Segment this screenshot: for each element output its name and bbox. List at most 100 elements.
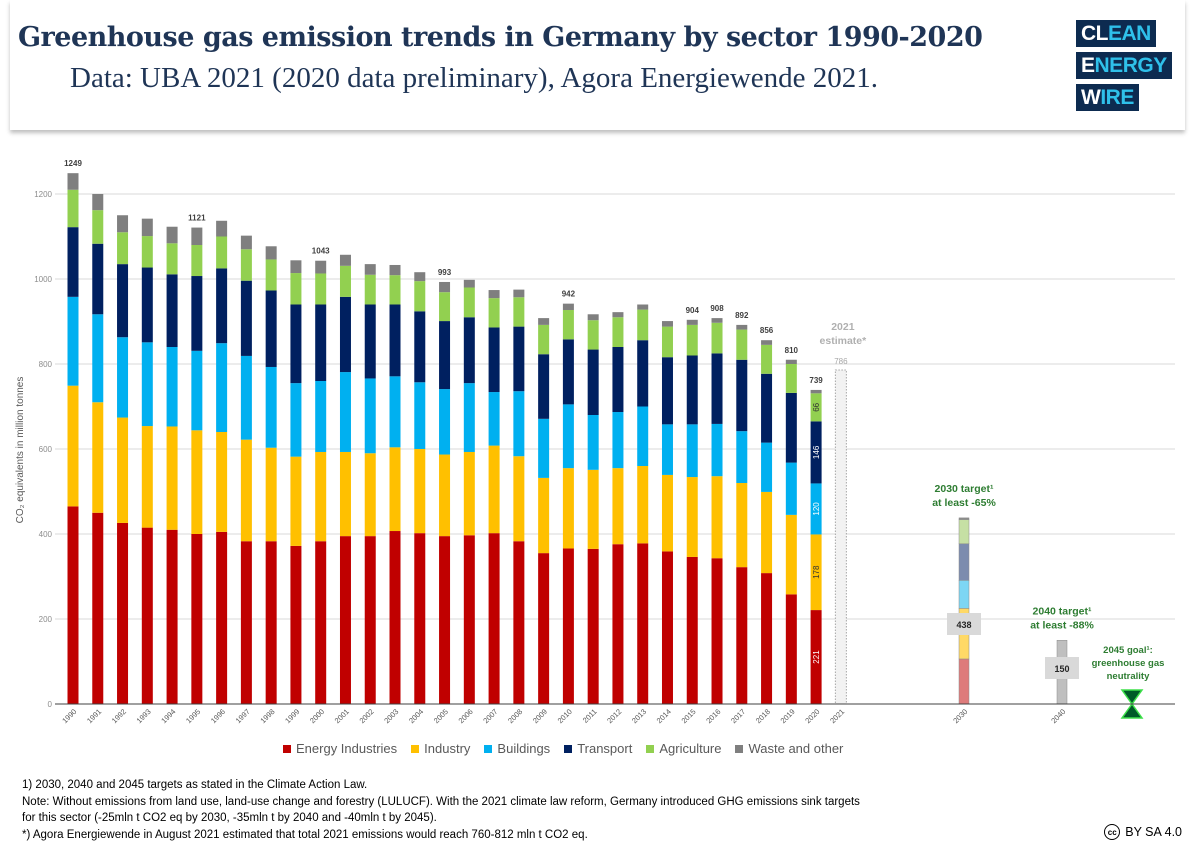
- total-value-label: 942: [562, 290, 576, 299]
- bar-segment-energy-industries: [612, 544, 624, 704]
- bar-segment-buildings: [761, 442, 773, 492]
- total-value-label: 810: [785, 346, 799, 355]
- x-tick-label: 2008: [506, 707, 524, 725]
- bar-segment-buildings: [191, 350, 203, 431]
- bar-segment-industry: [67, 385, 79, 507]
- bar-segment-agriculture: [736, 329, 748, 360]
- legend-label: Transport: [577, 741, 633, 756]
- bar-segment-transport: [711, 353, 723, 424]
- target-subtitle: at least -88%: [1030, 619, 1094, 631]
- bar-segment-waste-and-other: [315, 260, 327, 274]
- bar-segment-transport: [141, 267, 153, 343]
- bar-segment-waste-and-other: [339, 254, 351, 266]
- bar-segment-waste-and-other: [389, 264, 401, 276]
- bar-segment-transport: [736, 359, 748, 432]
- legend-item-transport: Transport: [564, 741, 632, 756]
- legend-item-industry: Industry: [411, 741, 470, 756]
- target-bar-segment: [958, 517, 970, 520]
- bar-segment-waste-and-other: [191, 227, 203, 245]
- bar-segment-buildings: [463, 383, 475, 452]
- x-tick-label: 2015: [680, 707, 698, 725]
- bar-segment-transport: [389, 304, 401, 377]
- bar-segment-waste-and-other: [686, 319, 698, 325]
- bar-segment-agriculture: [216, 236, 228, 269]
- estimate-label: 2021: [831, 321, 855, 333]
- x-tick-label: 1992: [110, 707, 128, 725]
- bar-segment-agriculture: [785, 364, 797, 393]
- estimate-label: estimate*: [820, 335, 868, 347]
- logo-line-wire: WIRE: [1076, 84, 1139, 111]
- bar-segment-buildings: [141, 342, 153, 427]
- bar-segment-transport: [414, 311, 426, 383]
- total-value-label: 892: [735, 311, 749, 320]
- x-tick-label: 2006: [457, 707, 475, 725]
- x-tick-label: 1997: [234, 707, 252, 725]
- bar-segment-buildings: [389, 376, 401, 448]
- bar-segment-agriculture: [686, 324, 698, 356]
- bar-segment-energy-industries: [562, 548, 574, 704]
- bar-segment-agriculture: [661, 326, 673, 358]
- bar-segment-transport: [686, 355, 698, 425]
- bar-segment-transport: [488, 327, 500, 393]
- logo-text: W: [1081, 86, 1101, 109]
- bar-segment-transport: [290, 304, 302, 384]
- bar-segment-energy-industries: [265, 541, 277, 704]
- x-tick-label: 2018: [754, 707, 772, 725]
- bar-segment-energy-industries: [488, 533, 500, 704]
- bar-segment-waste-and-other: [265, 246, 277, 260]
- x-tick-label: 2040: [1049, 707, 1067, 725]
- bar-segment-agriculture: [265, 259, 277, 291]
- bar-segment-buildings: [686, 424, 698, 478]
- goal-marker-top-triangle-icon: [1120, 689, 1144, 706]
- y-tick-label: 200: [39, 615, 53, 624]
- bar-segment-industry: [414, 449, 426, 534]
- bar-segment-buildings: [339, 372, 351, 452]
- bar-segment-energy-industries: [117, 522, 129, 704]
- bar-segment-agriculture: [810, 393, 822, 422]
- legend-label: Waste and other: [748, 741, 844, 756]
- bar-segment-agriculture: [587, 320, 599, 350]
- total-value-label: 908: [710, 304, 724, 313]
- bar-segment-waste-and-other: [67, 173, 79, 190]
- bar-segment-waste-and-other: [587, 314, 599, 321]
- footnote: Note: Without emissions from land use, l…: [22, 795, 860, 808]
- target-value-box: [947, 613, 981, 635]
- bar-segment-energy-industries: [810, 610, 822, 704]
- bar-segment-transport: [92, 243, 104, 315]
- bar-segment-waste-and-other: [141, 218, 153, 237]
- bar-segment-agriculture: [562, 310, 574, 340]
- target-bar-segment: [958, 519, 970, 545]
- bar-segment-waste-and-other: [117, 215, 129, 233]
- total-value-label: 904: [686, 306, 700, 315]
- bar-segment-transport: [637, 340, 649, 407]
- x-tick-label: 2003: [382, 707, 400, 725]
- y-tick-label: 1200: [34, 190, 52, 199]
- bar-segment-energy-industries: [637, 543, 649, 704]
- bar-segment-industry: [265, 447, 277, 542]
- logo-line-clean: CLEAN: [1076, 20, 1156, 47]
- bar-segment-energy-industries: [315, 541, 327, 704]
- bar-segment-buildings: [117, 337, 129, 418]
- bar-segment-industry: [562, 468, 574, 549]
- bar-segment-buildings: [661, 424, 673, 475]
- bar-segment-waste-and-other: [562, 303, 574, 311]
- bar-segment-waste-and-other: [711, 318, 723, 323]
- x-tick-label: 2030: [951, 707, 969, 725]
- y-tick-label: 400: [39, 530, 53, 539]
- bar-segment-industry: [810, 534, 822, 611]
- bar-segment-industry: [538, 477, 550, 554]
- x-tick-label: 2010: [556, 707, 574, 725]
- bar-segment-agriculture: [439, 292, 451, 322]
- bar-segment-agriculture: [117, 232, 129, 265]
- bar-segment-energy-industries: [191, 534, 203, 704]
- bar-segment-agriculture: [612, 317, 624, 347]
- footnote: *) Agora Energiewende in August 2021 est…: [22, 828, 588, 841]
- legend-label: Buildings: [497, 741, 551, 756]
- bar-segment-agriculture: [315, 273, 327, 305]
- x-tick-label: 2004: [407, 707, 425, 725]
- target-bar-segment: [958, 543, 970, 581]
- bar-segment-agriculture: [141, 236, 153, 268]
- bar-segment-buildings: [612, 412, 624, 469]
- total-value-label: 856: [760, 326, 774, 335]
